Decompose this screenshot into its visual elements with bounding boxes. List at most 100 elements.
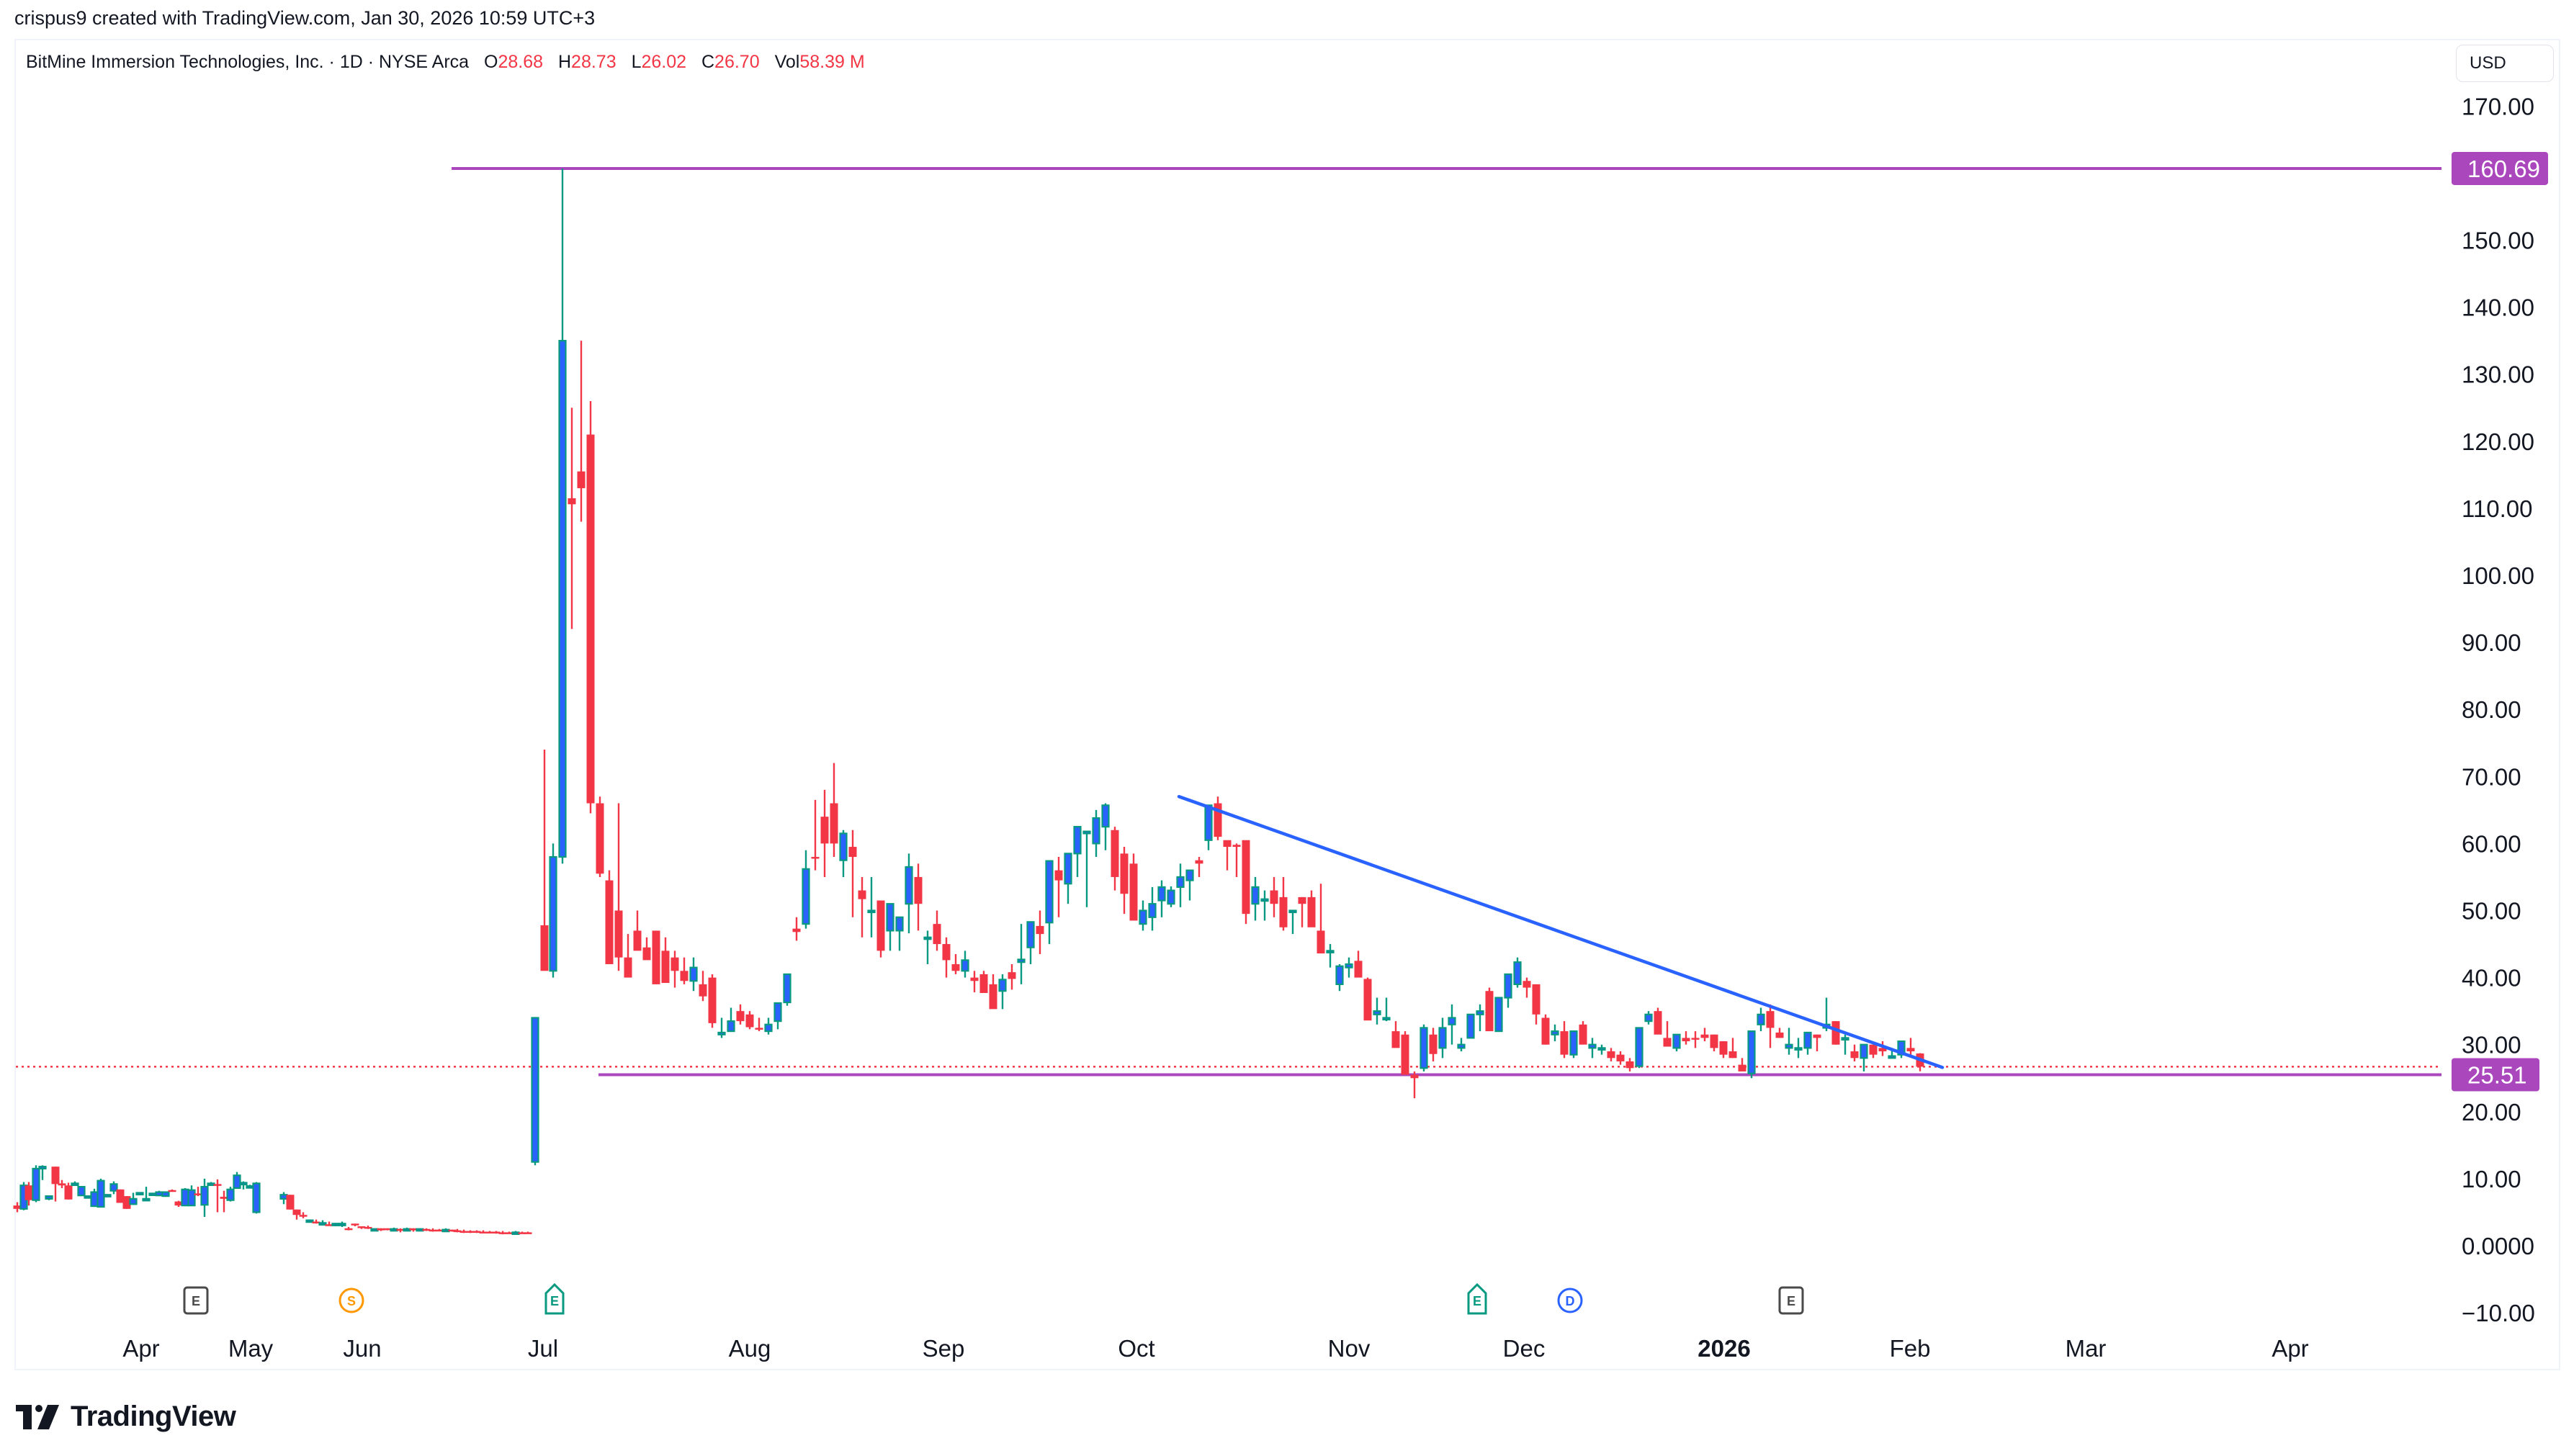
candle-body [1157, 886, 1166, 902]
candle-body [181, 1188, 189, 1207]
candle-body [441, 1228, 450, 1233]
candle-body [1523, 981, 1531, 988]
candle-up [905, 853, 913, 934]
candle-down [312, 1219, 320, 1224]
candle-body [1710, 1034, 1718, 1048]
candle-body [1326, 950, 1335, 953]
candle-down [1120, 847, 1129, 915]
candle-down [1682, 1031, 1690, 1045]
candle-down [213, 1179, 222, 1213]
candle-down [64, 1182, 73, 1200]
candle-up [1373, 997, 1381, 1025]
earnings-icon [183, 1286, 209, 1315]
candle-body [103, 1194, 112, 1197]
candle-body [524, 1232, 532, 1234]
candle-down [1195, 857, 1203, 877]
time-axis[interactable]: Apr May Jun Jul Aug Sep Oct Nov Dec 2026 Feb Mar Apr [122, 1335, 2308, 1362]
candle-up [97, 1178, 105, 1208]
price-axis[interactable]: 170.00160.00150.00140.00130.00120.00110.… [2462, 93, 2535, 1326]
candle-body [77, 1185, 86, 1197]
candle-up [370, 1228, 379, 1232]
candle-body [279, 1194, 288, 1200]
candle-down [1129, 853, 1138, 921]
candle-down [429, 1228, 437, 1232]
candle-down [970, 971, 979, 993]
candle-down [745, 1011, 754, 1030]
candle-body [1082, 830, 1091, 835]
candle-down [220, 1190, 228, 1213]
candle-down [642, 937, 651, 961]
candle-up [200, 1178, 209, 1217]
currency-button[interactable]: USD [2456, 45, 2554, 82]
candle-body [1700, 1034, 1709, 1038]
candle-body [1410, 1074, 1419, 1079]
candle-body [689, 966, 698, 982]
candle-body [1111, 830, 1119, 877]
dividend-icon [1557, 1288, 1583, 1313]
event-marker-label: E [1473, 1294, 1481, 1308]
candle-down [699, 971, 707, 1002]
event-marker-e[interactable]: E [544, 1282, 565, 1315]
event-marker-e[interactable]: E [1467, 1282, 1487, 1315]
candle-body [1728, 1051, 1737, 1059]
candle-down [568, 408, 576, 629]
candle-down [596, 796, 604, 877]
candle-body [1794, 1047, 1803, 1051]
candle-down [586, 400, 595, 814]
candle-up [338, 1221, 346, 1227]
candle-up [1569, 1030, 1578, 1059]
event-marker-e[interactable]: E [183, 1286, 209, 1315]
candle-body [1906, 1048, 1915, 1052]
candle-body [1635, 1027, 1643, 1067]
candle-up [1185, 869, 1194, 901]
candle-body [1307, 896, 1316, 927]
trendline[interactable] [1177, 794, 1945, 1069]
candle-down [1298, 896, 1306, 927]
candle-body [422, 1228, 431, 1231]
candle-up [155, 1190, 163, 1197]
candle-body [568, 498, 576, 505]
candle-up [783, 973, 792, 1006]
event-marker-s[interactable]: S [338, 1288, 364, 1313]
candle-body [989, 984, 997, 1010]
candle-up [895, 916, 904, 951]
candle-body [905, 866, 913, 905]
candle-down [1541, 1014, 1550, 1045]
candle-body [24, 1185, 33, 1200]
candle-up [1785, 1028, 1793, 1055]
candle-body [13, 1205, 22, 1209]
candle-down [122, 1196, 131, 1209]
event-marker-e[interactable]: E [1778, 1286, 1804, 1315]
candle-body [558, 340, 567, 858]
candle-down [168, 1189, 176, 1192]
candle-body [135, 1192, 144, 1196]
candle-body [1092, 817, 1100, 845]
candle-body [187, 1189, 196, 1207]
candle-body [1129, 863, 1138, 921]
descending-trendline[interactable] [1177, 794, 1945, 1069]
candle-up [764, 1017, 773, 1035]
candle-body [518, 1232, 526, 1234]
candle-body [858, 890, 866, 899]
candle-body [220, 1197, 228, 1199]
candle-up [1345, 957, 1353, 978]
candle-body [357, 1226, 366, 1228]
candle-body [633, 930, 642, 951]
event-marker-d[interactable]: D [1557, 1288, 1583, 1313]
tradingview-logo[interactable]: TradingView [16, 1401, 236, 1433]
time-tick-label: Dec [1503, 1335, 1546, 1362]
candle-body [1860, 1043, 1868, 1059]
split-icon [338, 1288, 364, 1313]
candle-body [479, 1231, 488, 1233]
event-marker-label: E [192, 1294, 200, 1308]
candle-body [1569, 1030, 1578, 1056]
candle-up [1382, 997, 1391, 1022]
candle-body [848, 847, 857, 858]
candle-body [1270, 890, 1278, 904]
open-value: 28.68 [498, 52, 544, 72]
price-tick-label: 90.00 [2462, 629, 2521, 656]
candle-body [1363, 979, 1372, 1021]
chart-frame[interactable] [14, 39, 2560, 1370]
